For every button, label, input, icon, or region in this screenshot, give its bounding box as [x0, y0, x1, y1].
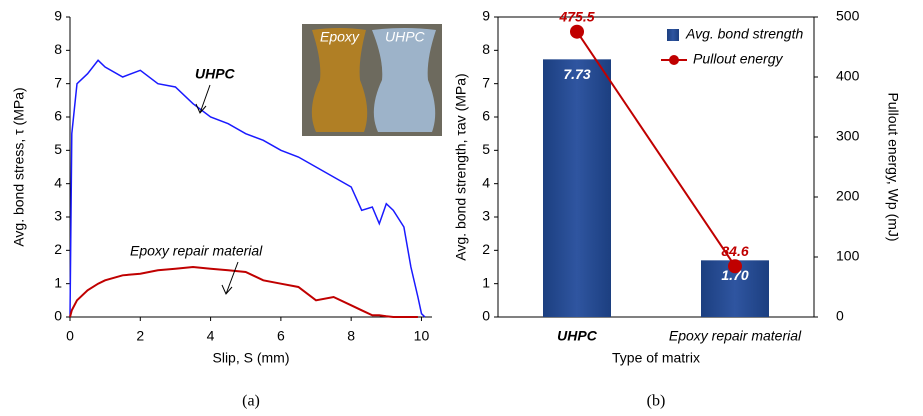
y-tick-label: 7 — [482, 74, 490, 90]
annotation: UHPC — [195, 66, 236, 82]
y-tick-label: 0 — [482, 308, 490, 324]
x-tick-label: 6 — [277, 328, 285, 344]
line-marker — [570, 25, 584, 39]
x-tick-label: 10 — [414, 328, 430, 344]
line-value-label: 475.5 — [558, 8, 594, 24]
y-tick-label: 1 — [54, 274, 62, 290]
y-tick-label: 0 — [54, 308, 62, 324]
y-tick-label: 4 — [482, 174, 490, 190]
y-tick-label: 6 — [482, 108, 490, 124]
y-tick-label: 5 — [54, 141, 62, 157]
figure: 01234567890246810UHPCEpoxy repair materi… — [0, 0, 923, 416]
bar — [543, 59, 611, 317]
y-tick-label: 8 — [482, 41, 490, 57]
x-tick-label: 8 — [347, 328, 355, 344]
y-tick-label: 1 — [482, 274, 490, 290]
y2-tick-label: 300 — [836, 128, 860, 144]
x-tick-label: 0 — [66, 328, 74, 344]
inset-label: UHPC — [385, 29, 426, 45]
arrow — [196, 85, 210, 113]
x-tick-label: UHPC — [557, 328, 598, 344]
arrow — [222, 262, 238, 294]
x-axis-label: Type of matrix — [612, 350, 700, 366]
y-tick-label: 6 — [54, 108, 62, 124]
line-marker — [728, 259, 742, 273]
y-tick-label: 9 — [482, 8, 490, 24]
y-tick-label: 3 — [482, 208, 490, 224]
y-tick-label: 9 — [54, 8, 62, 24]
y-axis-label: Avg. bond strength, τav (MPa) — [453, 73, 469, 260]
legend-label: Pullout energy — [693, 51, 784, 67]
y2-tick-label: 500 — [836, 8, 860, 24]
annotation: Epoxy repair material — [130, 243, 263, 259]
y2-tick-label: 0 — [836, 308, 844, 324]
caption: (a) — [242, 393, 260, 410]
x-tick-label: Epoxy repair material — [669, 328, 802, 344]
y2-tick-label: 100 — [836, 248, 860, 264]
bar-value-label: 7.73 — [563, 66, 590, 82]
line-value-label: 84.6 — [721, 243, 748, 259]
x-tick-label: 2 — [136, 328, 144, 344]
y-tick-label: 5 — [482, 141, 490, 157]
x-tick-label: 4 — [207, 328, 215, 344]
y2-tick-label: 200 — [836, 188, 860, 204]
y-tick-label: 7 — [54, 74, 62, 90]
y-tick-label: 3 — [54, 208, 62, 224]
legend-marker — [669, 55, 679, 65]
caption: (b) — [647, 393, 666, 410]
y-tick-label: 2 — [54, 241, 62, 257]
inset-label: Epoxy — [320, 29, 360, 45]
x-axis-label: Slip, S (mm) — [213, 350, 290, 366]
legend-label: Avg. bond strength — [685, 26, 803, 42]
legend-swatch — [667, 29, 679, 41]
data-line — [70, 267, 418, 317]
y-tick-label: 8 — [54, 41, 62, 57]
y-axis-label: Avg. bond stress, τ (MPa) — [11, 87, 27, 246]
y-tick-label: 2 — [482, 241, 490, 257]
y2-axis-label: Pullout energy, Wp (mJ) — [885, 92, 901, 241]
y2-tick-label: 400 — [836, 68, 860, 84]
y-tick-label: 4 — [54, 174, 62, 190]
